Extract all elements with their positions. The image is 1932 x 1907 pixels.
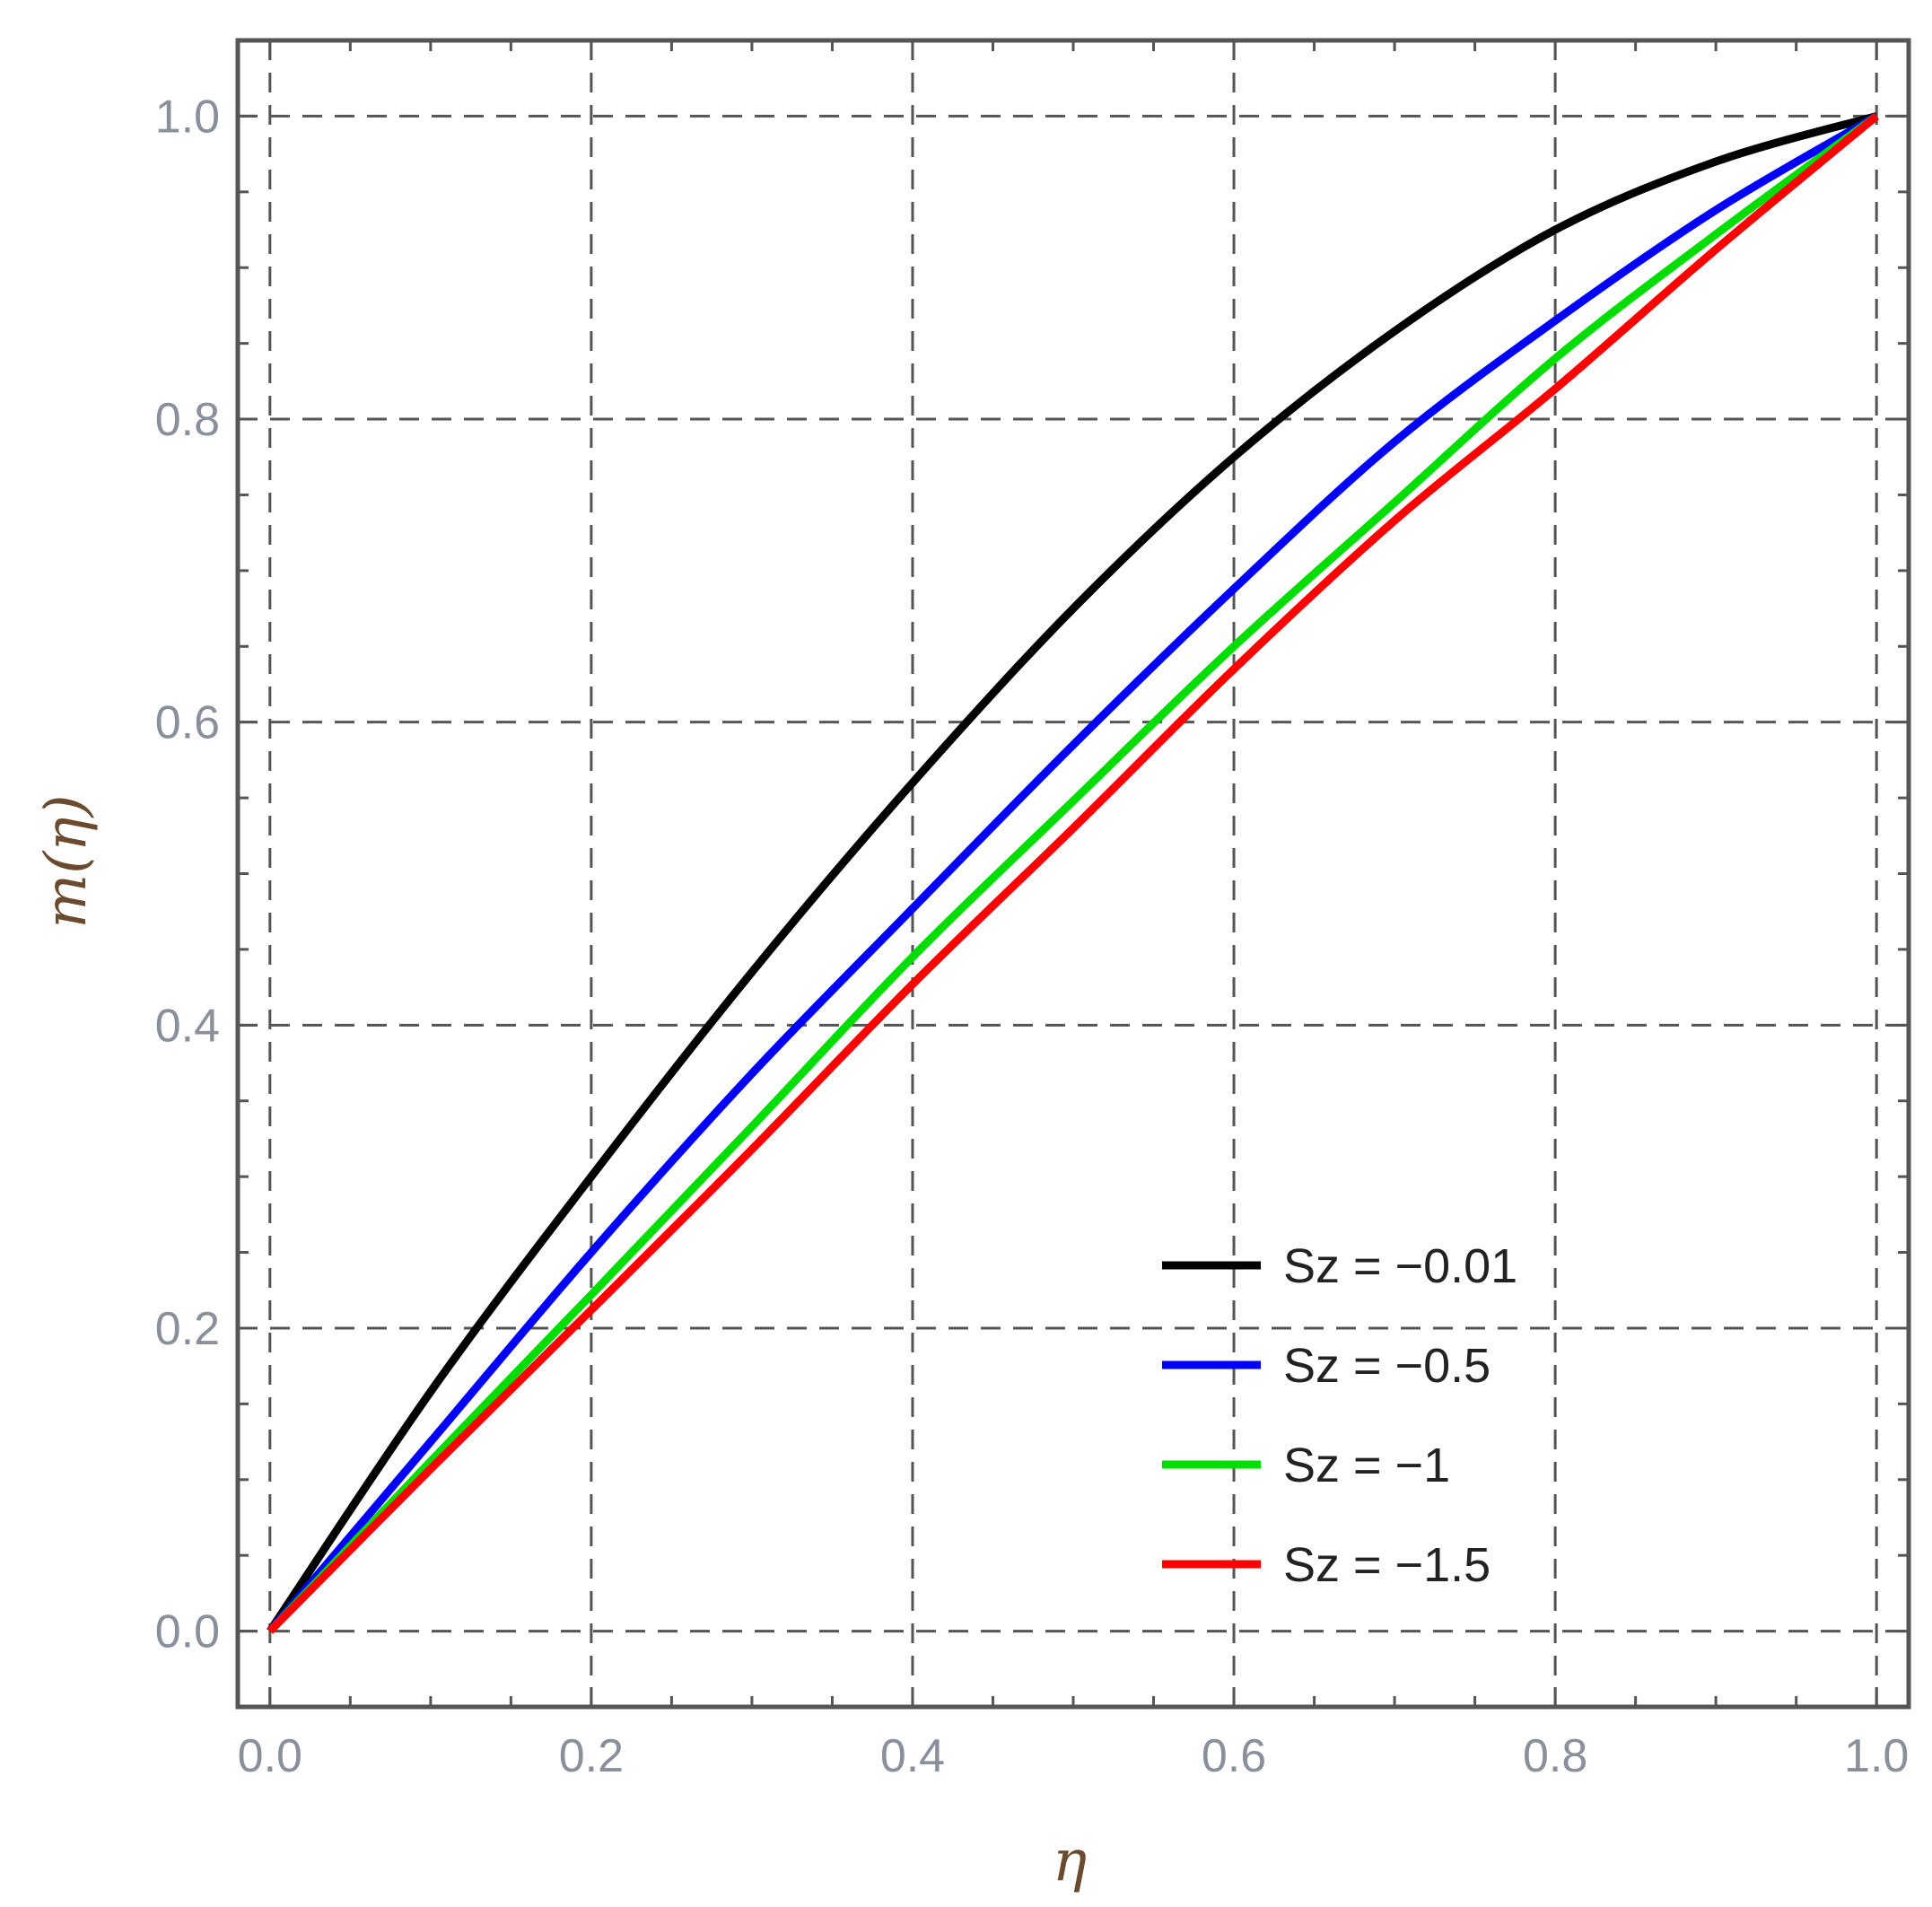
grid-lines <box>238 40 1909 1707</box>
y-tick-label-1: 0.2 <box>155 1303 220 1355</box>
y-axis-label: m(η) <box>33 795 100 929</box>
plot-frame <box>235 38 1911 1710</box>
x-tick-labels: 0.0 0.2 0.4 0.6 0.8 1.0 <box>238 1730 1910 1782</box>
x-tick-label-3: 0.6 <box>1202 1730 1266 1782</box>
minor-ticks <box>238 40 1909 1707</box>
y-tick-label-5: 1.0 <box>155 91 220 143</box>
x-tick-label-0: 0.0 <box>238 1730 302 1782</box>
legend-label-3: Sz = −1.5 <box>1283 1538 1491 1592</box>
legend-label-1: Sz = −0.5 <box>1283 1339 1491 1393</box>
y-tick-label-0: 0.0 <box>155 1606 220 1658</box>
y-tick-label-2: 0.4 <box>155 1000 220 1052</box>
legend: Sz = −0.01 Sz = −0.5 Sz = −1 Sz = −1.5 <box>1162 1239 1517 1592</box>
series-lines <box>267 112 1880 1634</box>
series-line-0 <box>267 112 1878 1634</box>
y-tick-label-3: 0.6 <box>155 697 220 749</box>
legend-label-2: Sz = −1 <box>1283 1439 1450 1492</box>
series-line-3 <box>267 112 1880 1634</box>
x-tick-label-1: 0.2 <box>559 1730 624 1782</box>
x-tick-label-2: 0.4 <box>880 1730 945 1782</box>
y-tick-label-4: 0.8 <box>155 394 220 446</box>
series-line-1 <box>267 112 1879 1634</box>
x-tick-label-4: 0.8 <box>1523 1730 1587 1782</box>
x-axis-label: η <box>1053 1828 1087 1894</box>
legend-label-0: Sz = −0.01 <box>1283 1239 1517 1293</box>
series-line-2 <box>267 112 1879 1634</box>
x-tick-label-5: 1.0 <box>1844 1730 1909 1782</box>
y-tick-labels: 0.0 0.2 0.4 0.6 0.8 1.0 <box>155 91 220 1658</box>
